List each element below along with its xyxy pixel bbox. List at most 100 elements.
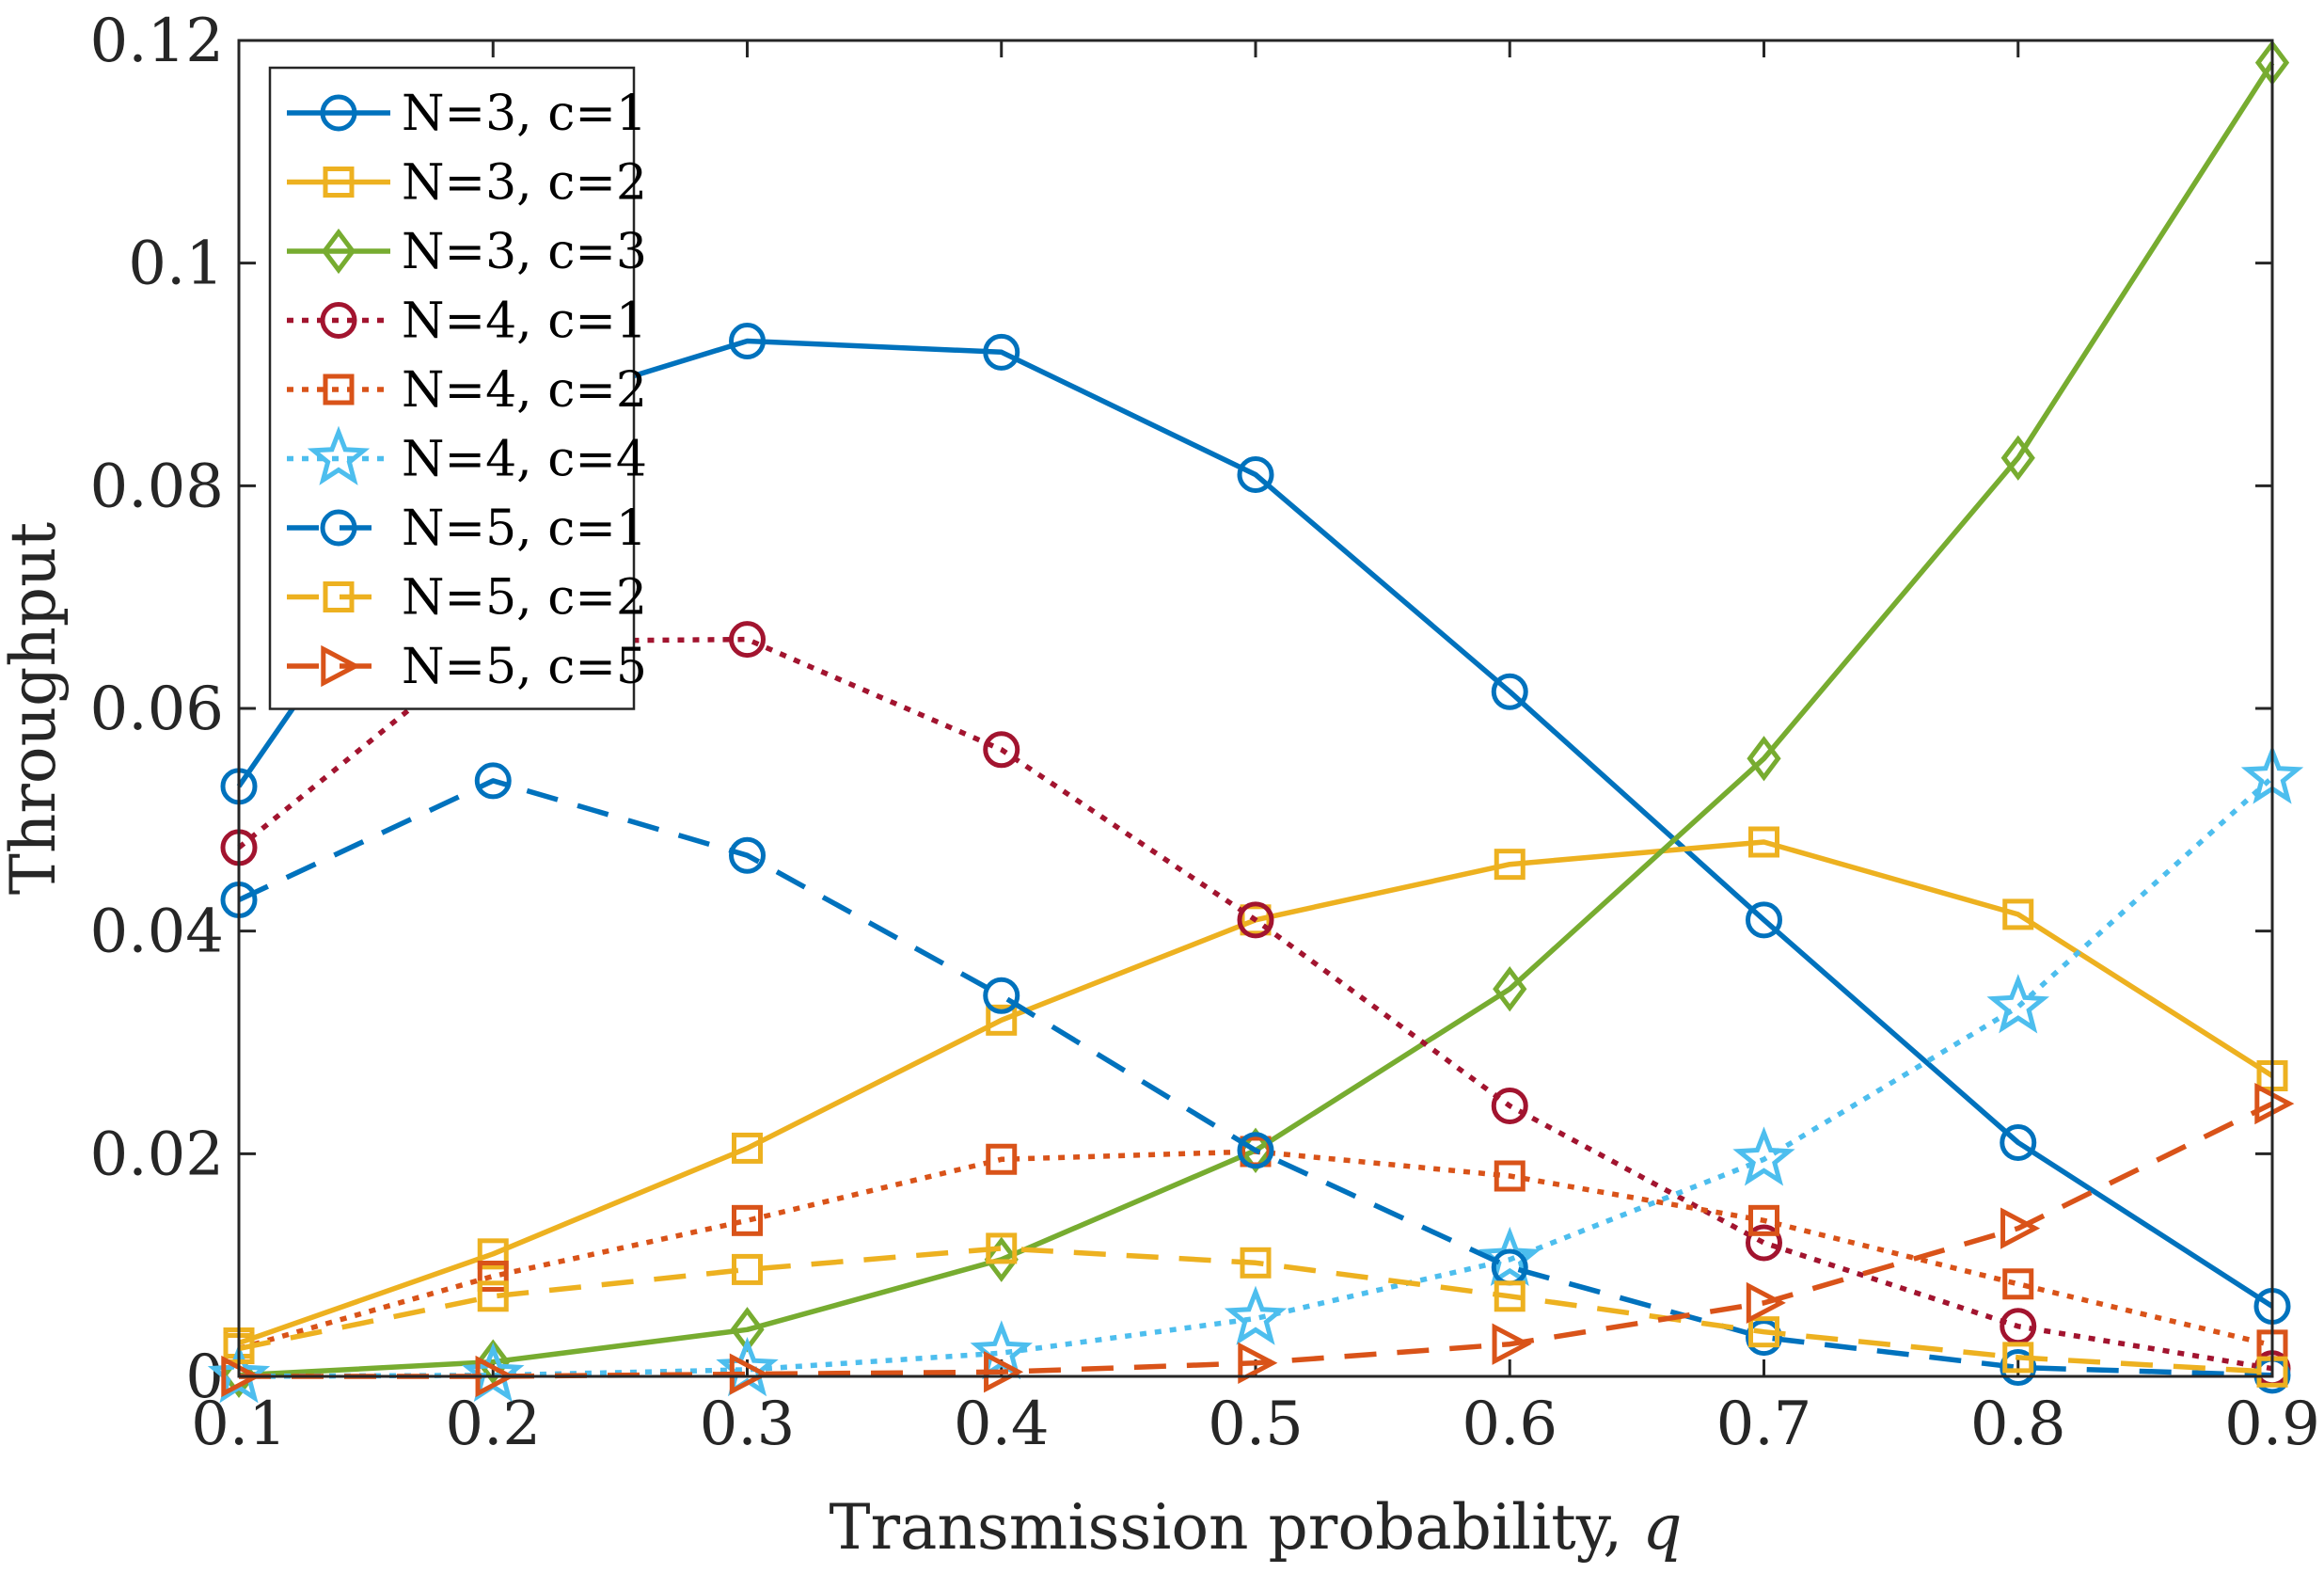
data-point	[1732, 1126, 1795, 1186]
legend-label: N=3, c=1	[402, 86, 647, 142]
legend-swatch-marker	[321, 228, 356, 275]
data-point	[1240, 904, 1272, 936]
data-point	[1746, 1224, 1782, 1262]
data-point	[2000, 435, 2035, 481]
x-tick-label: 0.2	[445, 1390, 541, 1459]
data-point	[1238, 1342, 1278, 1384]
legend-item: N=4, c=4	[287, 425, 647, 488]
y-tick-label: 0.08	[90, 452, 225, 521]
y-tick-label: 0.06	[90, 675, 225, 744]
x-tick-label: 0.8	[1970, 1390, 2066, 1459]
data-point	[983, 731, 1020, 769]
legend-label: N=5, c=1	[402, 501, 647, 557]
legend-label: N=4, c=4	[402, 432, 647, 488]
data-point	[2000, 1124, 2037, 1161]
legend-swatch-marker	[323, 581, 355, 612]
data-point	[1237, 456, 1274, 493]
data-point	[474, 762, 512, 800]
data-point	[477, 1280, 509, 1312]
series-line	[238, 1246, 2273, 1375]
legend-swatch-marker	[320, 94, 357, 132]
data-point	[1478, 1226, 1541, 1287]
data-point	[2002, 898, 2034, 930]
data-point	[729, 323, 766, 359]
legend-label: N=5, c=2	[402, 570, 647, 627]
data-point	[1237, 1132, 1274, 1169]
legend-item: N=3, c=2	[287, 155, 647, 212]
data-point	[729, 836, 766, 874]
data-point	[1746, 1281, 1786, 1325]
legend: N=3, c=1 N=3, c=2 N=3, c=3 N=4, c=1 N=4, c=2…	[268, 66, 647, 710]
legend-swatch-marker	[320, 302, 357, 339]
data-point	[732, 1204, 763, 1236]
data-point	[986, 1004, 1018, 1036]
data-point	[1748, 826, 1779, 858]
data-point	[986, 1143, 1018, 1175]
y-tick-label: 0.04	[90, 898, 225, 967]
legend-item: N=3, c=1	[287, 86, 647, 142]
y-tick-label: 0.1	[128, 230, 224, 299]
data-point	[476, 1339, 511, 1385]
data-point	[983, 977, 1020, 1014]
legend-item: N=5, c=2	[287, 570, 647, 627]
legend-label: N=3, c=3	[402, 224, 647, 280]
legend-label: N=5, c=5	[402, 639, 647, 695]
y-tick-label: 0.02	[90, 1120, 225, 1189]
legend-swatch-marker	[321, 644, 361, 688]
data-point	[1494, 1160, 1526, 1192]
data-point	[1224, 1285, 1288, 1345]
data-point	[1237, 901, 1274, 939]
data-point	[1491, 1087, 1528, 1124]
legend-item: N=4, c=1	[287, 294, 647, 350]
x-tick-label: 0.9	[2224, 1390, 2320, 1459]
legend-label: N=4, c=2	[402, 362, 647, 419]
legend-item: N=5, c=5	[287, 639, 647, 695]
x-axis-title-text: Transmission probability,	[829, 1491, 1642, 1564]
x-tick-label: 0.1	[191, 1390, 287, 1459]
series-n-5-c-1	[220, 762, 2291, 1394]
legend-label: N=3, c=2	[402, 155, 647, 212]
legend-label: N=4, c=1	[402, 294, 647, 350]
x-axis-title-variable: q	[1642, 1491, 1682, 1564]
plot-frame	[237, 39, 2274, 1378]
data-point	[1746, 1319, 1782, 1357]
data-point	[1494, 849, 1526, 881]
data-point	[729, 621, 766, 659]
data-point	[2002, 1342, 2034, 1374]
x-tick-label: 0.7	[1716, 1390, 1812, 1459]
y-axis-title: Throughput	[0, 522, 70, 895]
series-line	[238, 775, 2274, 1379]
data-point	[477, 1261, 509, 1292]
data-point	[2002, 1268, 2034, 1300]
data-point	[477, 1238, 509, 1270]
data-point	[1748, 1316, 1779, 1348]
data-point	[1493, 966, 1527, 1012]
legend-swatch-marker	[320, 509, 357, 547]
data-point	[729, 1353, 769, 1395]
data-point	[1491, 673, 1528, 710]
series-line	[237, 778, 2273, 1378]
legend-swatch-marker	[323, 373, 355, 405]
data-point	[732, 1253, 763, 1285]
data-point	[984, 1236, 1019, 1282]
data-point	[1748, 1204, 1779, 1236]
x-axis-title: Transmission probability, q	[829, 1491, 1682, 1564]
x-tick-label: 0.6	[1462, 1390, 1557, 1459]
legend-item: N=3, c=3	[287, 224, 647, 280]
axes: 0.1 0.2 0.3 0.4 0.5 0.6 0.7 0.8 0.9 0 0.02 0.04 0.06…	[90, 7, 2320, 1459]
data-point	[986, 1232, 1018, 1264]
data-point	[2000, 1207, 2041, 1249]
legend-item: N=4, c=2	[287, 362, 647, 419]
data-point	[983, 333, 1020, 371]
data-point	[732, 1132, 763, 1164]
data-point	[984, 1351, 1024, 1393]
y-tick-label: 0.12	[90, 7, 225, 76]
x-tick-label: 0.5	[1208, 1390, 1304, 1459]
legend-swatch-marker	[323, 167, 355, 198]
data-point	[2000, 1349, 2037, 1387]
data-point	[1240, 1247, 1272, 1279]
legend-box	[268, 66, 636, 710]
y-tick-label: 0	[185, 1343, 224, 1412]
x-tick-label: 0.3	[700, 1390, 796, 1459]
